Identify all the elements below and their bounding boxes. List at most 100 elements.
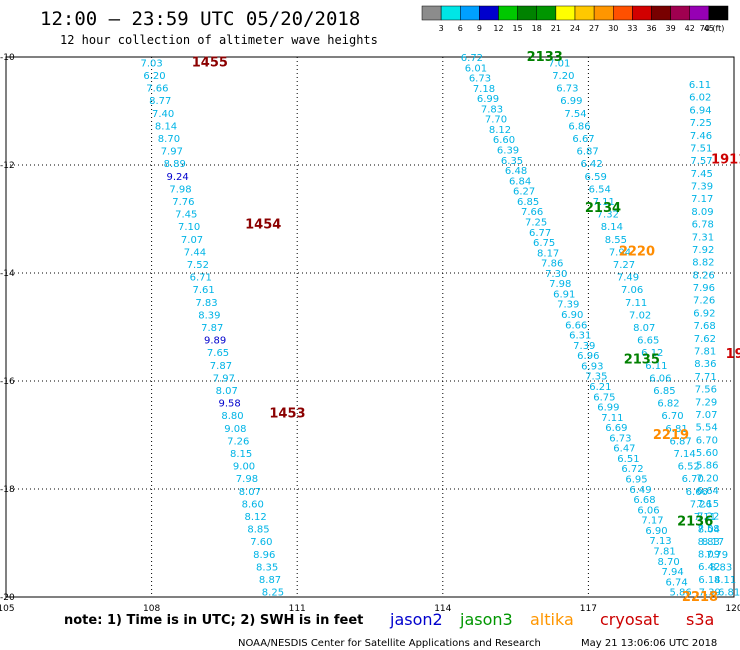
wave-height-label: 6.95 xyxy=(625,475,647,486)
wave-height-label: 5.86 xyxy=(696,461,718,472)
wave-height-label: 6.96 xyxy=(577,351,599,362)
pass-time-label: 2133 xyxy=(527,50,563,65)
colorbar-cell xyxy=(517,5,537,21)
legend-item-s3a: s3a xyxy=(686,610,714,629)
wave-height-label: 7.66 xyxy=(146,84,168,95)
wave-height-label: 6.68 xyxy=(633,495,655,506)
wave-height-label: 7.65 xyxy=(207,348,229,359)
wave-height-label: 9.00 xyxy=(233,462,255,473)
footer-timestamp: May 21 13:06:06 UTC 2018 xyxy=(581,638,717,649)
wave-height-label: 8.07 xyxy=(633,323,655,334)
page-subtitle: 12 hour collection of altimeter wave hei… xyxy=(60,33,378,47)
wave-height-label: 6.93 xyxy=(581,361,603,372)
wave-height-label: 7.26 xyxy=(227,436,249,447)
x-tick-label: 108 xyxy=(143,604,160,614)
wave-height-label: 6.35 xyxy=(501,156,523,167)
wave-height-label: 6.73 xyxy=(469,74,491,85)
x-tick-label: 114 xyxy=(434,604,451,614)
colorbar-label: 33 xyxy=(627,24,637,33)
wave-height-label: 7.46 xyxy=(690,131,712,142)
wave-height-label: 8.14 xyxy=(155,121,177,132)
wave-height-label: 7.52 xyxy=(187,260,209,271)
y-tick-label: -10 xyxy=(0,53,15,63)
wave-height-label: 6.06 xyxy=(637,505,659,516)
y-tick-label: -20 xyxy=(0,593,15,603)
wave-height-label: 7.45 xyxy=(691,169,713,180)
wave-height-label: 7.98 xyxy=(169,184,191,195)
wave-height-label: 8.04 xyxy=(698,525,720,536)
wave-height-label: 6.87 xyxy=(576,147,598,158)
wave-height-label: 7.31 xyxy=(692,232,714,243)
wave-height-label: 7.81 xyxy=(653,546,675,557)
wave-height-label: 8.83 xyxy=(710,562,732,573)
wave-height-label: 6.84 xyxy=(509,176,531,187)
x-tick-label: 120 xyxy=(725,604,740,614)
wave-height-label: 6.06 xyxy=(649,373,671,384)
colorbar-cell xyxy=(593,5,614,21)
colorbar-label: 70 (ft) xyxy=(700,24,725,33)
wave-height-label: 8.26 xyxy=(693,270,715,281)
wave-height-label: 8.55 xyxy=(605,235,627,246)
wave-height-label: 6.49 xyxy=(629,485,651,496)
wave-height-label: 8.77 xyxy=(149,96,171,107)
wave-height-label: 7.11 xyxy=(593,197,615,208)
colorbar-cell xyxy=(498,5,518,21)
legend-item-jason2: jason2 xyxy=(389,610,443,629)
wave-height-label: 6.73 xyxy=(556,84,578,95)
wave-height-label: 9.24 xyxy=(166,172,188,183)
wave-height-label: 6.81 xyxy=(665,424,687,435)
wave-height-label: 6.69 xyxy=(605,423,627,434)
wave-height-label: 8.07 xyxy=(239,487,261,498)
wave-height-label: 6.92 xyxy=(693,308,715,319)
wave-height-label: 8.17 xyxy=(537,248,559,259)
pass-time-label: 2219 xyxy=(653,428,689,443)
wave-height-label: 7.97 xyxy=(213,373,235,384)
wave-height-label: 8.83 xyxy=(698,537,720,548)
wave-height-label: 6.11 xyxy=(645,361,667,372)
wave-height-label: 6.31 xyxy=(569,331,591,342)
colorbar-cell xyxy=(460,5,480,21)
colorbar-label: 12 xyxy=(493,24,503,33)
colorbar-label: 6 xyxy=(458,24,463,33)
wave-height-label: 8.70 xyxy=(158,134,180,145)
wave-height-label: 6.59 xyxy=(585,172,607,183)
legend-item-jason3: jason3 xyxy=(459,610,513,629)
wave-height-label: 6.52 xyxy=(678,462,700,473)
wave-height-label: 7.30 xyxy=(545,269,567,280)
colorbar-cell xyxy=(651,5,671,21)
colorbar-cell xyxy=(574,5,595,21)
wave-height-label: 7.26 xyxy=(690,499,712,510)
wave-height-label: 8.14 xyxy=(601,222,623,233)
wave-height-label: 6.74 xyxy=(665,577,687,588)
pass-time-label: 1453 xyxy=(269,406,305,421)
wave-height-label: 7.29 xyxy=(695,397,717,408)
wave-height-label: 7.71 xyxy=(694,372,716,383)
page-title: 12:00 – 23:59 UTC 05/20/2018 xyxy=(40,8,361,30)
wave-height-label: 6.70 xyxy=(682,474,704,485)
wave-height-label: 7.57 xyxy=(690,156,712,167)
wave-height-label: 7.39 xyxy=(557,300,579,311)
pass-time-label: 1910 xyxy=(726,347,740,362)
wave-height-label: 7.20 xyxy=(696,473,718,484)
wave-height-label: 7.27 xyxy=(613,260,635,271)
wave-height-label: 7.76 xyxy=(172,197,194,208)
wave-height-label: 7.66 xyxy=(521,207,543,218)
pass-time-label: 2218 xyxy=(682,590,718,605)
wave-height-label: 7.25 xyxy=(690,118,712,129)
wave-height-label: 7.39 xyxy=(573,341,595,352)
wave-height-label: 6.48 xyxy=(505,166,527,177)
wave-height-label: 8.09 xyxy=(698,550,720,561)
wave-height-label: 7.18 xyxy=(473,84,495,95)
legend-item-altika: altika xyxy=(530,610,574,629)
y-tick-label: -18 xyxy=(0,485,15,495)
pass-time-label: 2135 xyxy=(624,352,660,367)
wave-height-label: 6.11 xyxy=(689,80,711,91)
wave-height-label: 8.96 xyxy=(253,550,275,561)
wave-height-label: 6.54 xyxy=(589,184,611,195)
wave-height-label: 7.35 xyxy=(585,372,607,383)
footer-credit: NOAA/NESDIS Center for Satellite Applica… xyxy=(238,638,541,649)
wave-height-label: 6.75 xyxy=(593,392,615,403)
wave-height-label: 6.94 xyxy=(689,105,711,116)
wave-height-label: 8.82 xyxy=(692,258,714,269)
